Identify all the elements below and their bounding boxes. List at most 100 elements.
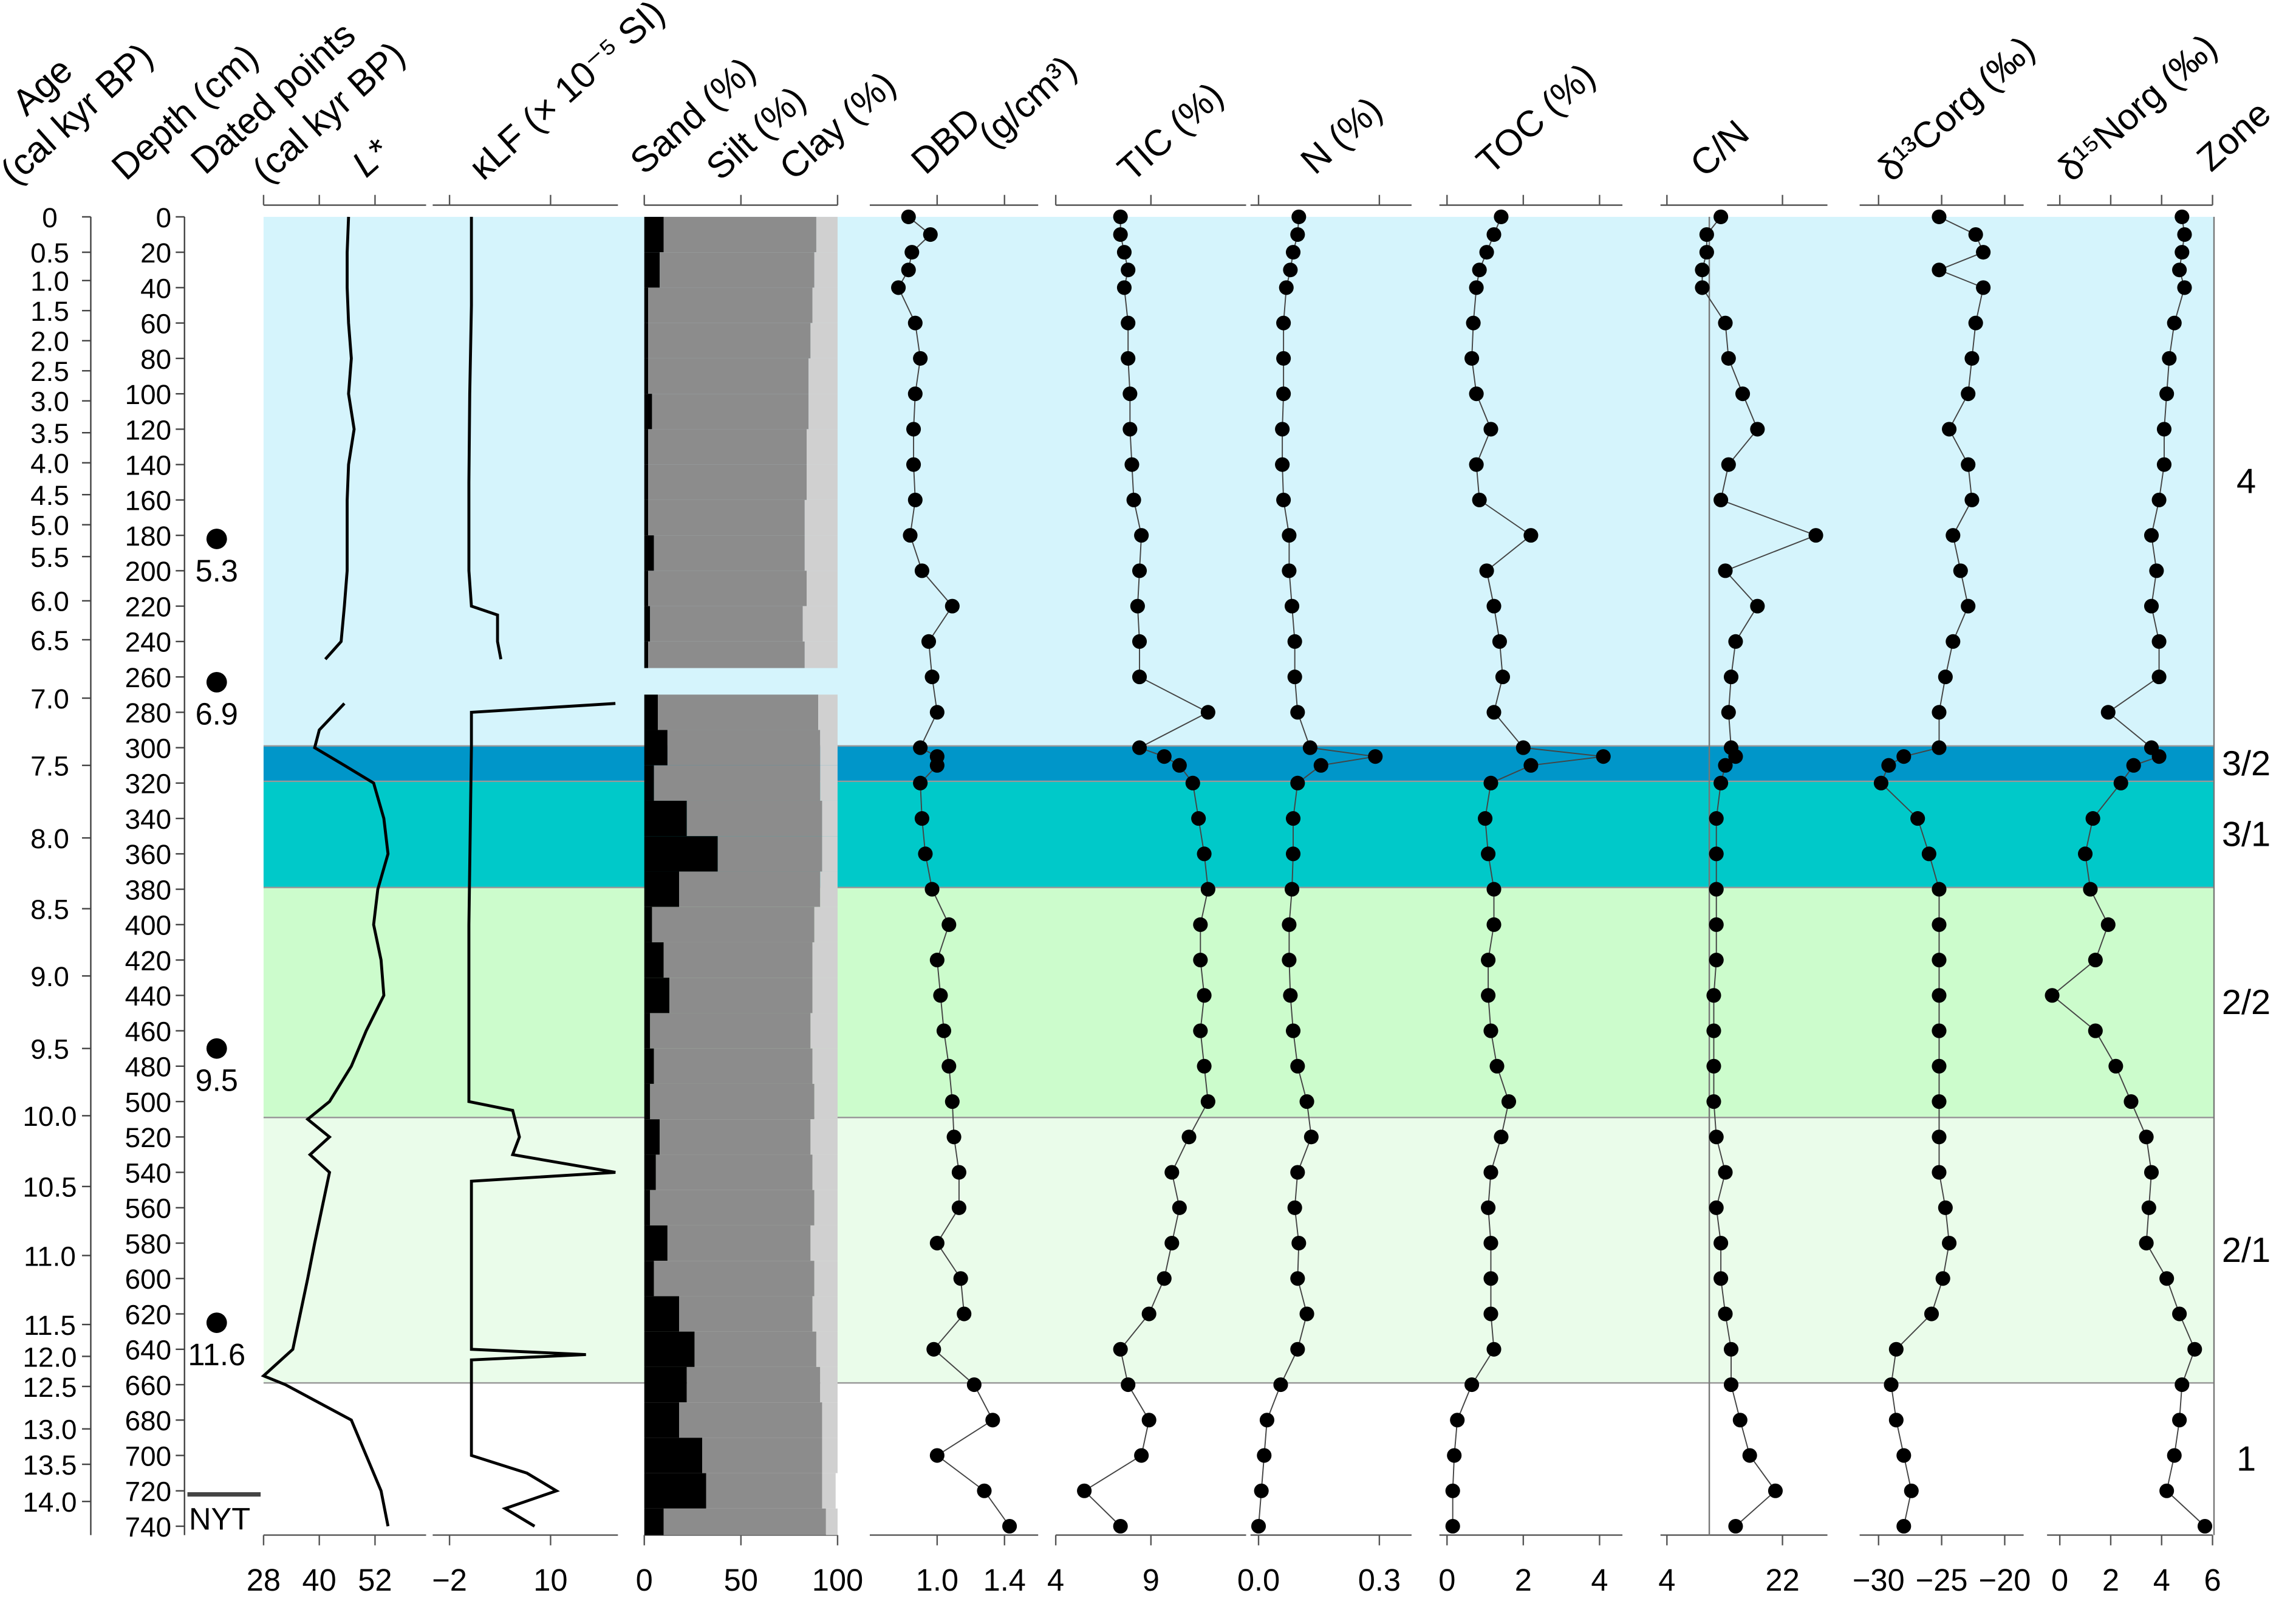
- data-point: [2167, 315, 2182, 331]
- data-point: [1157, 749, 1172, 764]
- grain-bar: [652, 907, 815, 942]
- data-point: [2162, 351, 2177, 366]
- data-point: [924, 670, 940, 685]
- data-point: [1290, 705, 1305, 720]
- data-point: [2144, 598, 2159, 614]
- data-point: [2187, 1342, 2202, 1357]
- data-point: [2159, 386, 2175, 402]
- x-tick-label: 10: [533, 1563, 567, 1597]
- data-point: [1251, 1518, 1266, 1534]
- data-point: [985, 1413, 1000, 1428]
- data-point: [1284, 598, 1300, 614]
- grain-bar: [807, 464, 838, 500]
- annotation-label: NYT: [189, 1501, 250, 1536]
- depth-tick-label: 80: [140, 344, 171, 375]
- grain-bar: [644, 1366, 687, 1403]
- data-point: [1921, 846, 1936, 862]
- data-point: [1709, 846, 1724, 862]
- data-point: [1481, 846, 1496, 862]
- grain-bar: [644, 1048, 654, 1084]
- data-point: [1479, 245, 1494, 260]
- data-point: [936, 1023, 951, 1038]
- data-point: [1185, 775, 1200, 790]
- depth-tick-label: 160: [125, 485, 171, 516]
- profile-line: [324, 216, 356, 660]
- data-point: [1483, 775, 1498, 790]
- depth-tick-label: 180: [125, 521, 171, 552]
- data-point: [1910, 811, 1925, 826]
- data-point: [1282, 917, 1297, 932]
- grain-bar: [678, 871, 821, 907]
- data-point: [906, 422, 921, 437]
- data-point: [1932, 262, 1947, 278]
- data-point: [1283, 262, 1298, 278]
- grain-bar: [644, 1119, 660, 1155]
- data-point: [1450, 1413, 1465, 1428]
- grain-bar: [648, 358, 809, 394]
- data-point: [2197, 1518, 2213, 1534]
- data-point: [951, 1165, 966, 1180]
- age-tick-label: 2.0: [30, 326, 69, 357]
- data-point: [1276, 386, 1291, 402]
- dated-point-label: 9.5: [196, 1063, 238, 1098]
- dated-point-label: 11.6: [188, 1337, 245, 1372]
- age-tick-label: 11.0: [24, 1241, 76, 1272]
- data-point: [1290, 775, 1305, 790]
- data-point: [1445, 1518, 1460, 1534]
- grain-bar: [650, 606, 803, 642]
- grain-bar: [810, 1225, 838, 1261]
- data-point: [1134, 1448, 1149, 1463]
- dated-point-label: 6.9: [196, 697, 238, 732]
- data-point: [1141, 1306, 1157, 1321]
- data-point: [1721, 351, 1736, 366]
- data-point: [1134, 528, 1149, 543]
- x-tick-label: 52: [358, 1563, 392, 1597]
- data-point: [1946, 634, 1961, 649]
- age-tick-label: 1.0: [30, 266, 69, 297]
- data-point: [1284, 882, 1300, 897]
- data-point: [1299, 1306, 1314, 1321]
- data-point: [2100, 705, 2116, 720]
- data-point: [1501, 1094, 1517, 1109]
- data-point: [1285, 846, 1301, 862]
- data-point: [1695, 262, 1710, 278]
- data-point: [2175, 209, 2190, 224]
- grain-bar: [654, 1261, 815, 1297]
- data-point: [907, 315, 923, 331]
- data-point: [1285, 811, 1301, 826]
- grain-bar: [686, 1366, 821, 1403]
- data-point: [1002, 1518, 1017, 1534]
- grain-bar: [644, 1331, 695, 1367]
- data-point: [1495, 670, 1510, 685]
- data-point: [1881, 758, 1896, 773]
- data-point: [1888, 1413, 1904, 1428]
- data-point: [1709, 953, 1724, 968]
- depth-tick-label: 600: [125, 1264, 171, 1295]
- age-tick-label: 8.0: [30, 823, 69, 854]
- data-point: [946, 1129, 962, 1145]
- data-point: [1132, 634, 1147, 649]
- data-point: [1116, 280, 1132, 295]
- depth-tick-label: 300: [125, 733, 171, 764]
- grain-bar: [820, 1366, 838, 1403]
- data-point: [1121, 1377, 1136, 1393]
- data-point: [2108, 1058, 2123, 1074]
- grain-bar: [802, 606, 838, 642]
- zone-label: 2/2: [2222, 983, 2270, 1022]
- data-point: [1699, 245, 1714, 260]
- data-point: [1290, 1058, 1305, 1074]
- data-point: [2175, 1377, 2190, 1393]
- data-point: [1768, 1483, 1783, 1498]
- data-point: [1486, 705, 1502, 720]
- data-point: [1469, 386, 1484, 402]
- grain-bar: [644, 800, 687, 837]
- data-point: [1932, 1094, 1947, 1109]
- data-point: [1113, 209, 1128, 224]
- grain-bar: [660, 252, 815, 288]
- grain-bar: [818, 694, 838, 730]
- data-point: [957, 1306, 972, 1321]
- grain-bar: [644, 287, 649, 323]
- data-point: [2156, 457, 2172, 472]
- depth-tick-label: 700: [125, 1441, 171, 1472]
- data-point: [1709, 1129, 1724, 1145]
